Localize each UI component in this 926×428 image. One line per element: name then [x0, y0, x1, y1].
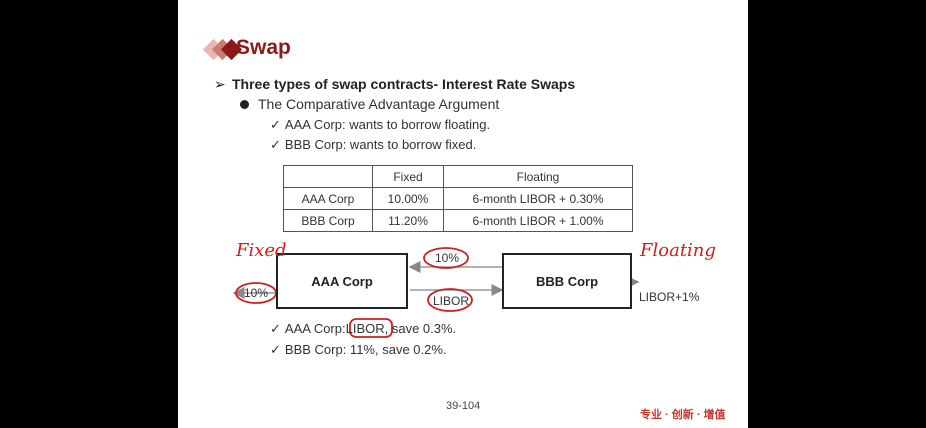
slide-title: Swap: [236, 36, 291, 59]
table-row: BBB Corp 11.20% 6-month LIBOR + 1.00%: [283, 209, 633, 232]
handwritten-fixed: Fixed: [236, 240, 287, 261]
check-text: AAA Corp:: [284, 321, 346, 336]
aaa-corp-box: AAA Corp: [276, 253, 408, 309]
table-cell: AAA Corp: [283, 187, 373, 210]
circle-annotation: [423, 247, 469, 269]
table-cell: 6-month LIBOR + 0.30%: [443, 187, 633, 210]
top-flow-label: 10%: [435, 251, 460, 265]
heading-text: Three types of swap contracts- Interest …: [232, 76, 576, 92]
left-out-label: 10%: [244, 286, 269, 300]
dot-bullet-icon: [240, 99, 249, 109]
page-number: 39-104: [446, 400, 481, 412]
table-cell: 6-month LIBOR + 1.00%: [443, 209, 633, 232]
libor-highlight: LIBOR: [345, 321, 385, 336]
circle-annotation: [427, 288, 473, 312]
bottom-flow-label: LIBOR: [433, 294, 470, 308]
subheading-bullet: The Comparative Advantage Argument: [240, 96, 499, 112]
bbb-corp-box: BBB Corp: [502, 253, 632, 309]
check-item: ✓ BBB Corp: wants to borrow fixed.: [270, 137, 476, 153]
diamond-logo-icon: [202, 38, 243, 61]
table-header-row: Fixed Floating: [283, 165, 633, 188]
check-item: ✓ AAA Corp:LIBOR, save 0.3%.: [270, 321, 456, 337]
check-text: AAA Corp: wants to borrow floating.: [284, 117, 491, 132]
arrow-bullet-icon: ➢: [214, 76, 226, 92]
brand-slogan: 专业 · 创新 · 增值: [640, 409, 726, 421]
check-icon: ✓: [270, 117, 281, 132]
rates-table: Fixed Floating AAA Corp 10.00% 6-month L…: [283, 165, 633, 232]
check-text: BBB Corp: 11%, save 0.2%.: [284, 342, 447, 357]
check-icon: ✓: [270, 137, 281, 152]
subheading-text: The Comparative Advantage Argument: [258, 96, 500, 112]
check-icon: ✓: [270, 321, 281, 336]
heading-bullet: ➢ Three types of swap contracts- Interest…: [214, 76, 575, 93]
check-item: ✓ BBB Corp: 11%, save 0.2%.: [270, 342, 447, 358]
right-out-label: LIBOR+1%: [639, 290, 700, 304]
check-text: , save 0.3%.: [384, 321, 457, 336]
table-row: AAA Corp 10.00% 6-month LIBOR + 0.30%: [283, 187, 633, 210]
check-text: BBB Corp: wants to borrow fixed.: [284, 137, 477, 152]
box-annotation: [349, 318, 393, 338]
handwritten-floating: Floating: [640, 240, 716, 261]
check-icon: ✓: [270, 342, 281, 357]
table-cell: 11.20%: [372, 209, 444, 232]
slide: Swap ➢ Three types of swap contracts- Int…: [178, 0, 748, 428]
table-cell: BBB Corp: [283, 209, 373, 232]
diagram-arrows: [232, 247, 640, 338]
check-item: ✓ AAA Corp: wants to borrow floating.: [270, 117, 490, 133]
